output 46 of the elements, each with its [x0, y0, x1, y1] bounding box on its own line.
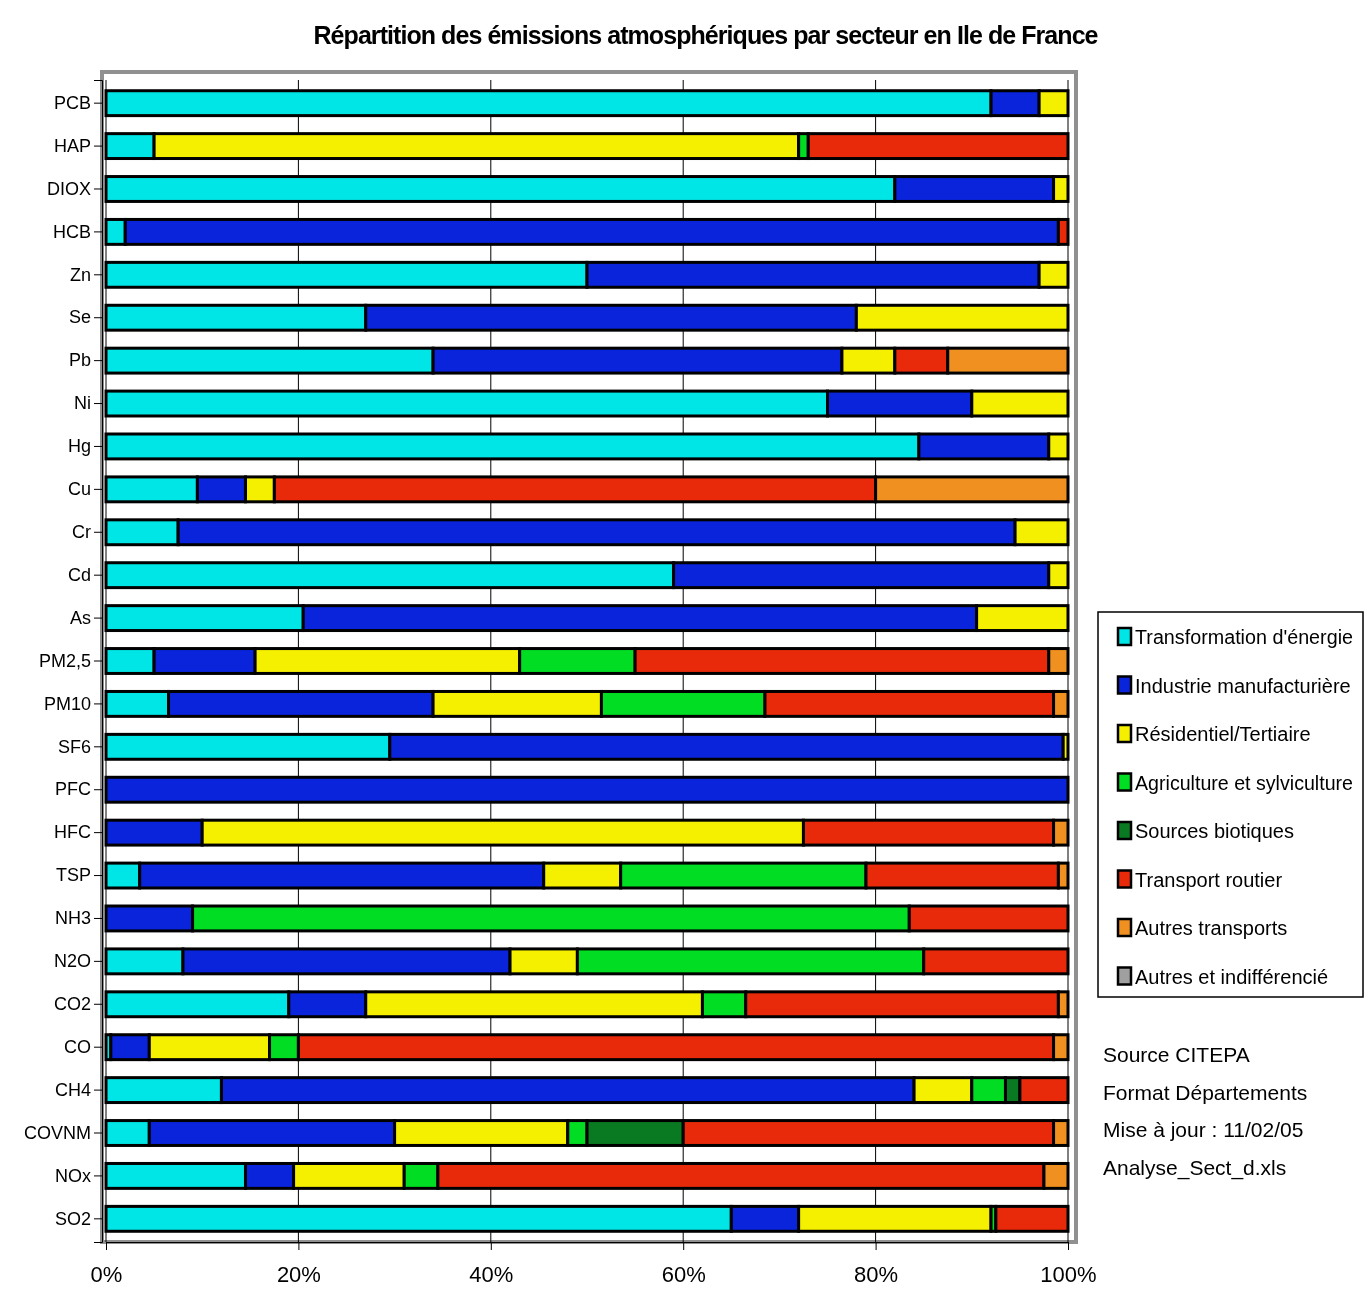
y-tick-label: Ni [74, 393, 91, 414]
legend-label: Autres et indifférencié [1135, 965, 1329, 988]
y-tick-label: HCB [52, 221, 91, 242]
x-tick-label: 40% [469, 1261, 514, 1287]
legend-label: Autres transports [1135, 917, 1288, 939]
y-tick-label: CH4 [54, 1079, 91, 1100]
y-tick-label: PCB [53, 92, 91, 113]
y-tick-label: Cr [72, 522, 91, 543]
y-tick-label: CO2 [53, 994, 91, 1015]
x-tick-label: 0% [90, 1261, 123, 1287]
legend-label: Transformation d'énergie [1135, 626, 1356, 648]
y-tick-label: N2O [53, 951, 91, 972]
legend-label: Transport routier [1135, 868, 1283, 891]
x-tick-label: 60% [661, 1261, 706, 1287]
y-tick-label: Cu [67, 479, 91, 500]
y-tick-label: HAP [53, 135, 91, 156]
y-tick-label: Zn [69, 264, 91, 285]
y-tick-label: HFC [54, 822, 91, 843]
x-tick-label: 100% [1040, 1261, 1097, 1287]
y-tick-label: As [69, 607, 91, 628]
y-tick-label: DIOX [46, 178, 91, 199]
y-tick-label: SO2 [54, 1208, 91, 1229]
legend-label: Industrie manufacturière [1135, 674, 1351, 697]
y-tick-label: Se [68, 307, 91, 328]
text: Mise à jour : 11/02/05 [1103, 1118, 1304, 1141]
y-tick-label: COVNM [24, 1122, 91, 1143]
text: Analyse_Sect_d.xls [1103, 1155, 1287, 1180]
y-tick-label: PM2,5 [38, 650, 91, 671]
legend-label: Agriculture et sylviculture [1135, 771, 1358, 794]
source-note: Source CITEPA [1103, 1043, 1250, 1066]
y-tick-label: TSP [55, 865, 91, 886]
chart-title: Répartition des émissions atmosphériques par secteur en Ile de France [313, 21, 1099, 49]
y-tick-label: NH3 [54, 908, 91, 929]
y-tick-label: PM10 [43, 693, 91, 714]
y-tick-label: SF6 [57, 736, 91, 757]
y-tick-label: PFC [55, 779, 91, 800]
y-tick-label: Hg [67, 436, 91, 457]
y-tick-label: Cd [67, 564, 91, 585]
y-tick-label: Pb [68, 350, 91, 371]
y-tick-label: CO [64, 1036, 91, 1057]
text: Format Départements [1103, 1080, 1308, 1104]
legend-label: Sources biotiques [1135, 820, 1294, 842]
y-tick-label: NOx [55, 1165, 91, 1186]
legend-label: Résidentiel/Tertiaire [1135, 723, 1311, 745]
x-tick-label: 80% [854, 1261, 899, 1287]
x-tick-label: 20% [276, 1261, 321, 1287]
